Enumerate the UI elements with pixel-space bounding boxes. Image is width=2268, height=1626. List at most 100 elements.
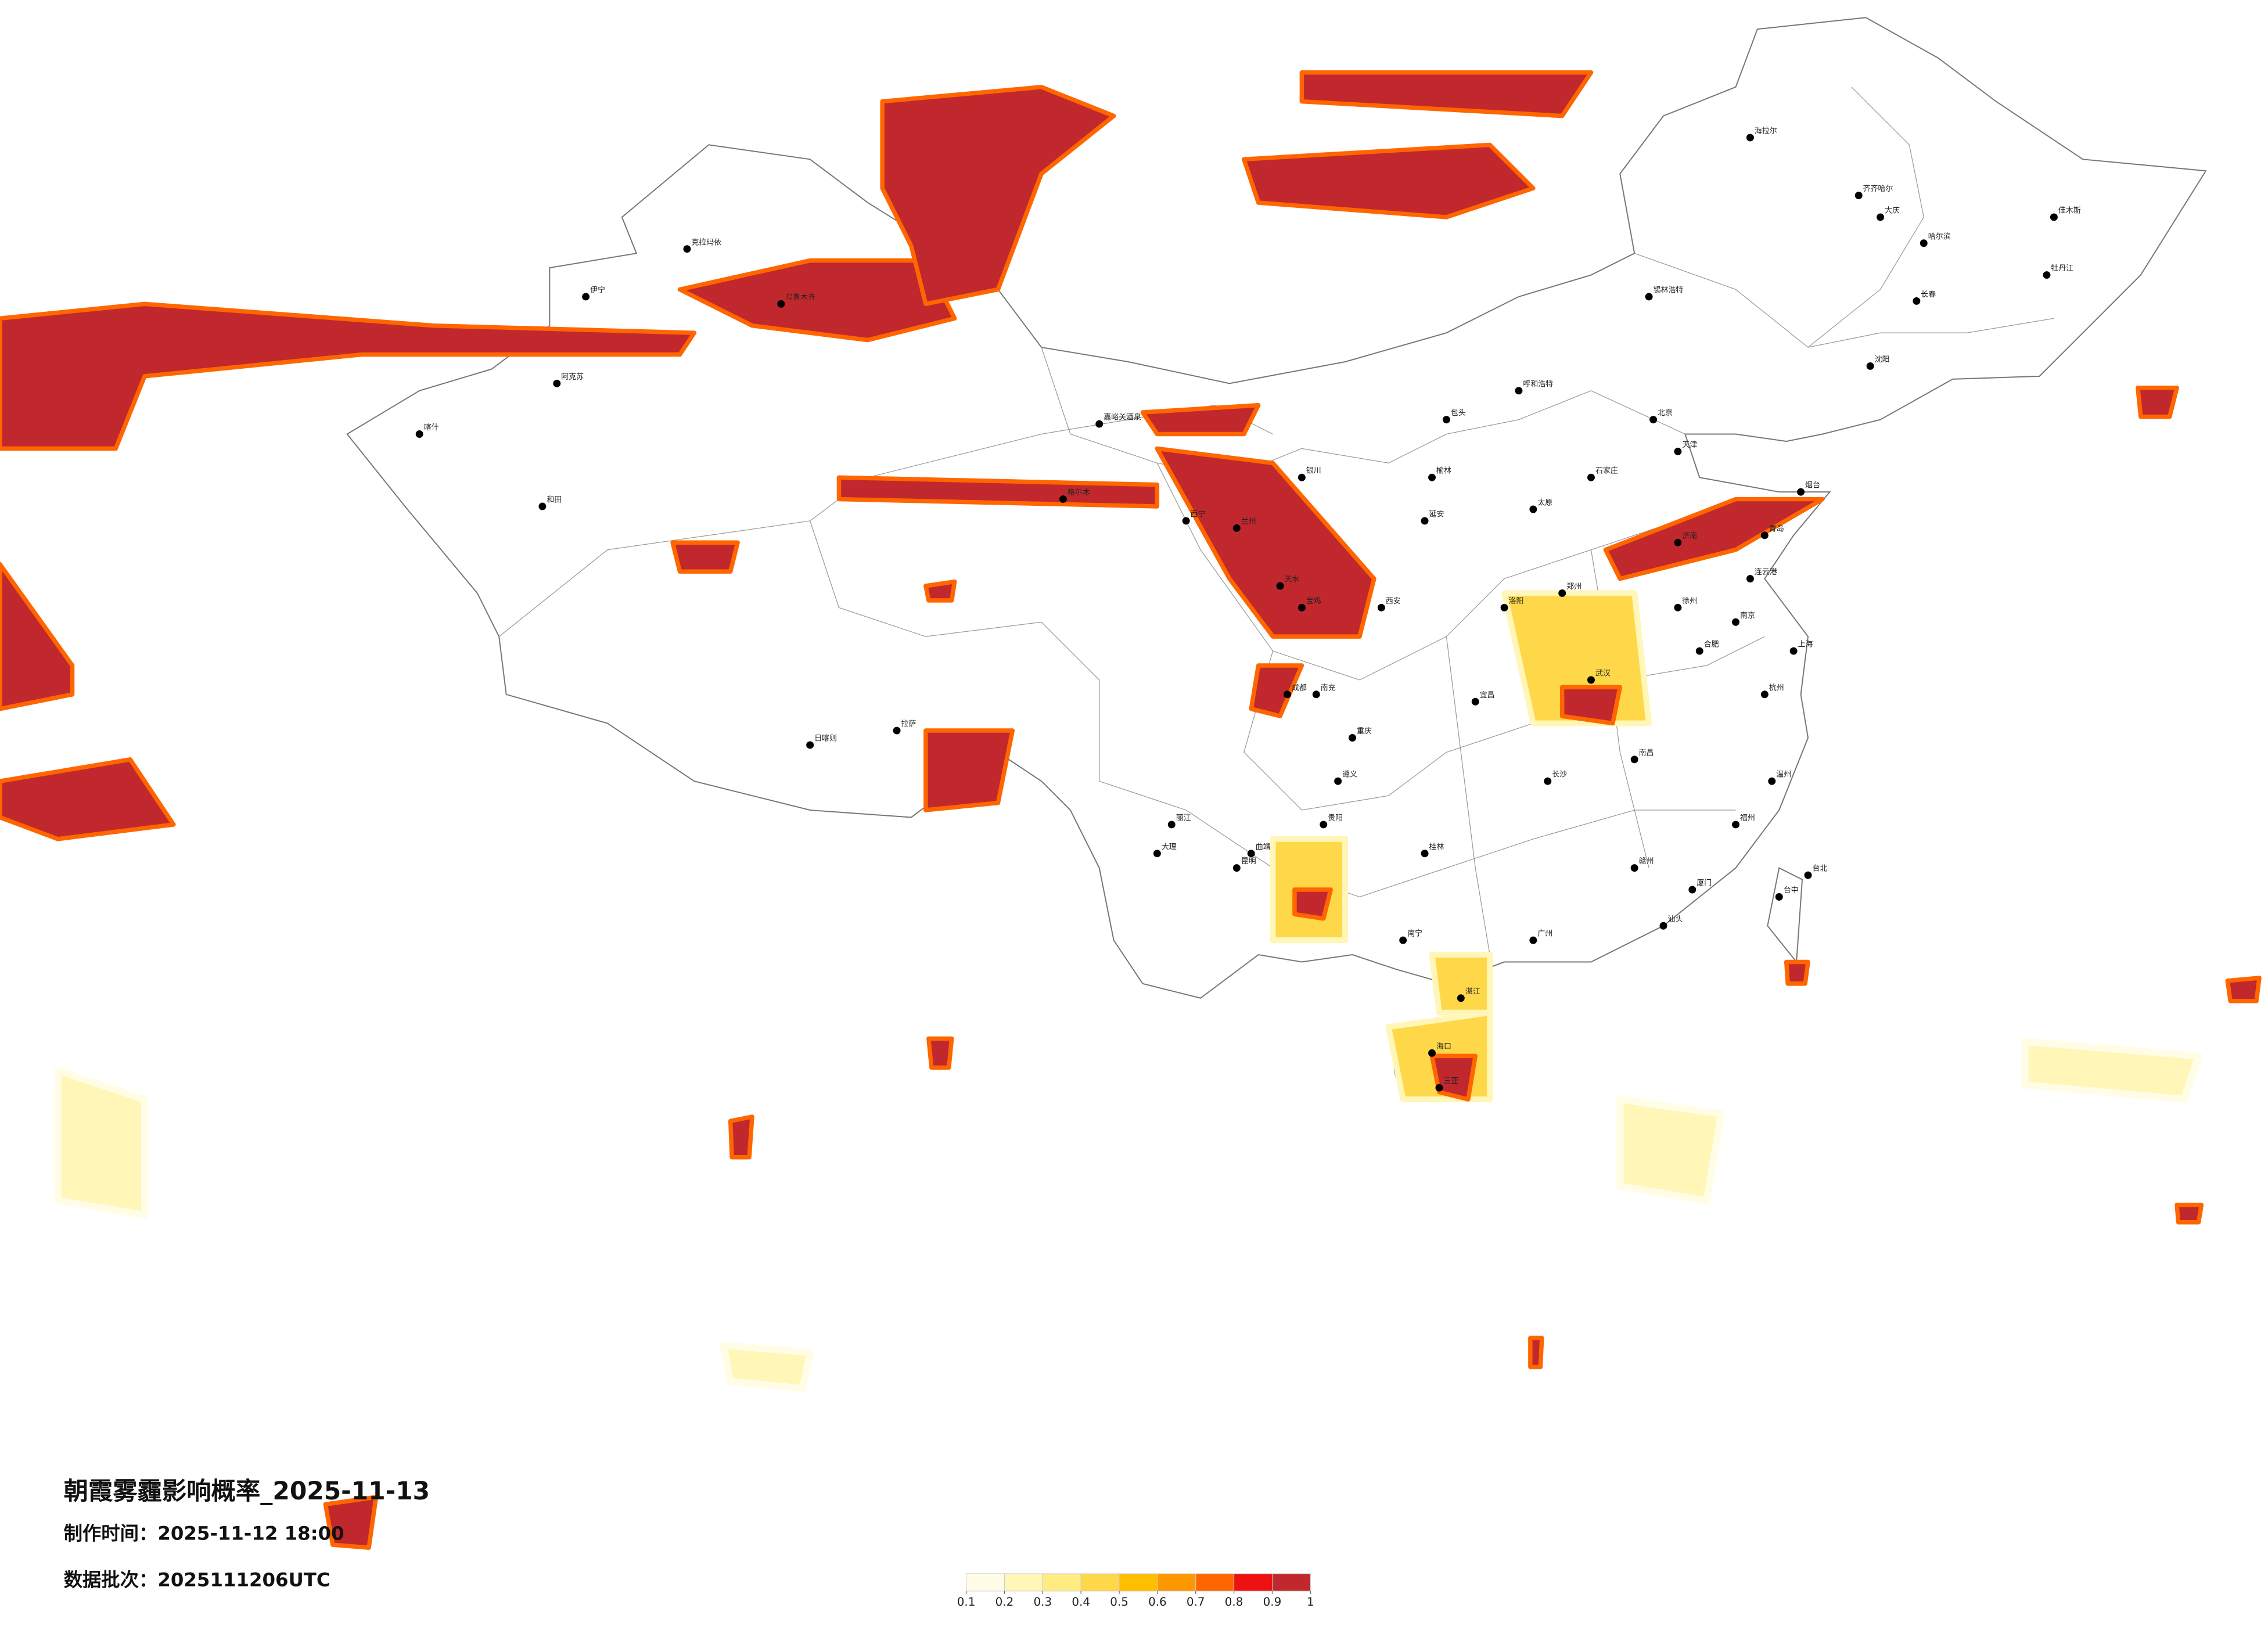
city-label: 厦门 (1696, 879, 1712, 888)
city-label: 重庆 (1357, 726, 1372, 736)
haze-area (923, 579, 957, 603)
legend-tick-label: 0.1 (957, 1595, 976, 1609)
city-label: 佳木斯 (2058, 206, 2081, 215)
city-label: 台北 (1813, 865, 1828, 873)
city-label: 格尔木 (1067, 488, 1090, 497)
haze-area (1784, 959, 1810, 986)
city-label: 洛阳 (1509, 597, 1524, 606)
city-label: 长春 (1921, 290, 1936, 299)
city-label: 榆林 (1436, 467, 1451, 476)
haze-area (926, 1036, 954, 1070)
city-label: 曲靖 (1256, 843, 1271, 851)
city-label: 宝鸡 (1306, 596, 1321, 606)
legend-tick-label: 0.6 (1148, 1595, 1167, 1609)
city-label: 郑州 (1566, 582, 1582, 591)
city-label: 伊宁 (590, 285, 605, 294)
city-label: 海口 (1436, 1042, 1451, 1051)
legend-swatch (966, 1573, 1005, 1592)
city-dot (582, 293, 590, 301)
city-label: 乌鲁木齐 (785, 293, 815, 302)
city-label: 昆明 (1241, 857, 1256, 866)
legend-swatch (1195, 1573, 1235, 1592)
city-label: 三亚 (1443, 1077, 1458, 1086)
city-label: 南京 (1740, 611, 1755, 620)
city-label: 海拉尔 (1755, 127, 1777, 135)
city-label: 牡丹江 (2051, 264, 2073, 273)
haze-area (0, 757, 176, 841)
legend-swatch (1234, 1573, 1273, 1592)
city-label: 太原 (1537, 499, 1552, 508)
city-label: 赣州 (1639, 857, 1654, 866)
city-label: 台中 (1784, 886, 1799, 895)
city-dot (2050, 213, 2058, 221)
city-dot (2043, 271, 2051, 279)
city-dot (1377, 603, 1385, 611)
city-label: 大庆 (1885, 206, 1900, 215)
city-dot (1674, 538, 1682, 546)
city-dot (1746, 575, 1754, 583)
legend: 0.1 0.2 0.3 0.4 0.5 0.6 0.7 0.8 0.9 1 (957, 1573, 1314, 1609)
city-dot (1421, 850, 1429, 858)
city-dot (1854, 192, 1863, 200)
city-dot (1695, 647, 1703, 655)
legend-tick-label: 1 (1307, 1595, 1314, 1609)
city-label: 阿克苏 (561, 372, 584, 382)
city-dot (1457, 994, 1465, 1002)
city-label: 石家庄 (1595, 466, 1618, 476)
province-border (1243, 636, 1765, 811)
city-dot (1558, 589, 1566, 597)
city-dot (1649, 416, 1658, 424)
city-label: 青岛 (1769, 524, 1784, 533)
city-dot (1421, 517, 1429, 525)
city-label: 和田 (547, 496, 562, 505)
legend-swatch (1080, 1573, 1120, 1592)
province-border (1156, 463, 1678, 681)
city-dot (1760, 690, 1769, 699)
city-dot (1399, 936, 1407, 944)
city-label: 桂林 (1429, 843, 1444, 851)
city-dot (1630, 864, 1638, 872)
city-label: 大理 (1162, 843, 1177, 851)
haze-area (1299, 70, 1594, 118)
city-dot (1182, 517, 1190, 525)
city-dot (1232, 524, 1241, 532)
city-dot (1515, 387, 1523, 395)
haze-area (54, 1067, 149, 1219)
haze-area (0, 562, 75, 711)
city-dot (1659, 922, 1667, 930)
city-label: 天水 (1285, 575, 1300, 584)
city-label: 包头 (1451, 409, 1466, 418)
haze-area (2174, 1203, 2204, 1225)
city-dot (1877, 213, 1885, 221)
city-dot (1276, 582, 1284, 590)
city-dot (683, 245, 691, 253)
city-label: 武汉 (1595, 669, 1611, 678)
legend-swatch (1004, 1573, 1043, 1592)
province-border (810, 520, 1100, 782)
haze (0, 70, 2262, 1550)
city-dot (1732, 821, 1739, 829)
province-border (1446, 636, 1490, 955)
city-label: 温州 (1776, 771, 1791, 779)
legend-tick-label: 0.2 (995, 1595, 1014, 1609)
city-dot (1688, 886, 1696, 894)
city-dot (1500, 603, 1508, 611)
haze-area (677, 258, 957, 343)
city-label: 汕头 (1667, 915, 1683, 924)
haze-area (0, 301, 697, 451)
city-dot (1153, 850, 1161, 858)
city-dot (1674, 603, 1682, 611)
haze-area (2136, 386, 2179, 419)
city-label: 济南 (1682, 531, 1697, 541)
legend-swatch (1042, 1573, 1081, 1592)
city-label: 湛江 (1465, 987, 1480, 996)
city-label: 烟台 (1805, 481, 1820, 490)
city-dot (1284, 690, 1291, 699)
city-label: 喀什 (424, 423, 439, 432)
city-dot (1232, 864, 1241, 872)
province-border (1807, 318, 2054, 348)
city-label: 南宁 (1407, 929, 1422, 938)
haze-area (1249, 663, 1304, 718)
city-label: 上海 (1798, 641, 1813, 649)
